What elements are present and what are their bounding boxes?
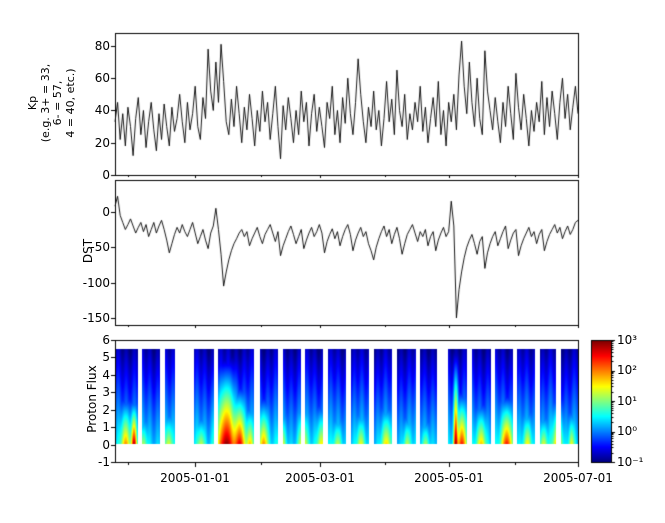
x-tick-label: 2005-07-01 — [543, 471, 613, 485]
y-tick-label: 80 — [94, 38, 110, 53]
y-tick-label: 40 — [94, 103, 110, 118]
y-tick-label: -150 — [82, 310, 110, 325]
x-tick-label: 2005-05-01 — [414, 471, 484, 485]
y-tick-label: 2 — [102, 402, 110, 417]
y-tick-label: 20 — [94, 135, 110, 150]
y-tick-label: 5 — [102, 350, 110, 365]
y-tick-label: -1 — [98, 455, 110, 469]
x-tick-label: 2005-01-01 — [160, 471, 230, 485]
colorbar-tick-label: 10⁰ — [617, 424, 638, 438]
colorbar-tick-label: 10¹ — [617, 394, 638, 408]
colorbar-tick-label: 10⁻¹ — [617, 455, 644, 469]
proton-flux-heatmap — [115, 340, 578, 462]
y-tick-label: 0 — [102, 204, 110, 219]
colorbar-tick-label: 10² — [617, 363, 638, 377]
y-tick-label: 0 — [102, 168, 110, 182]
kp-plot-area — [115, 33, 578, 175]
colorbar-tick-label: 10³ — [617, 333, 638, 347]
y-tick-label: 1 — [102, 420, 110, 435]
y-tick-label: 6 — [102, 333, 110, 347]
y-tick-label: 3 — [102, 385, 110, 400]
y-tick-label: -100 — [82, 275, 110, 290]
x-tick-label: 2005-03-01 — [285, 471, 355, 485]
kp-axis-label: Kp (e.g. 3+ = 33, 6- = 57, 4 = 40, etc.) — [26, 63, 77, 143]
y-tick-label: 60 — [94, 71, 110, 86]
y-tick-label: 0 — [102, 437, 110, 452]
dst-plot-area — [115, 180, 578, 325]
colorbar — [591, 340, 611, 462]
y-tick-label: 4 — [102, 367, 110, 382]
y-tick-label: -50 — [90, 240, 110, 255]
